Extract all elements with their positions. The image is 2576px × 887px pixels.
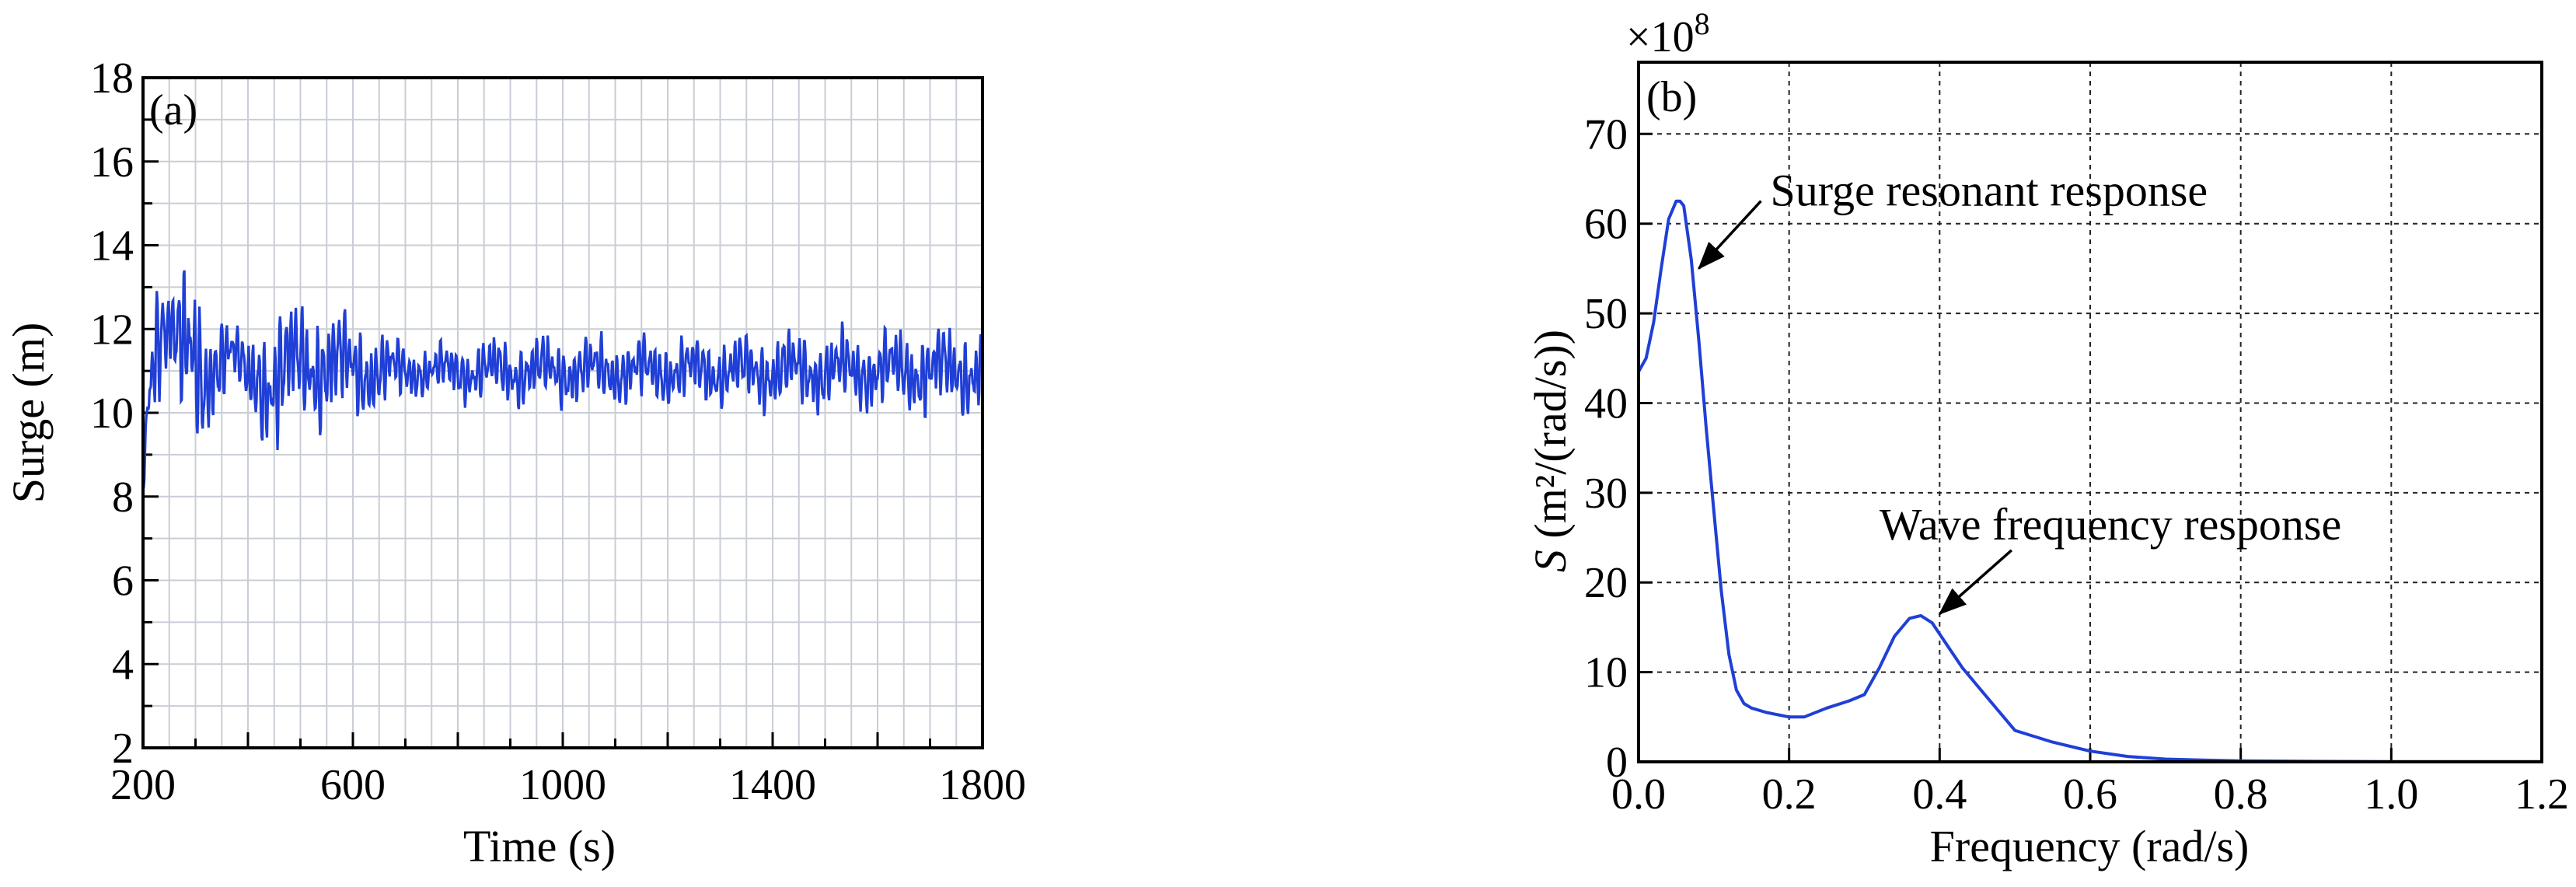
panel-a-tag: (a): [149, 86, 197, 134]
panel-a-x-axis-title: Time (s): [463, 821, 616, 871]
arrow-surge-resonant: [1698, 200, 1762, 270]
spectrum-series-line: [1637, 199, 2542, 763]
panel-b-x-axis-title: Frequency (rad/s): [1930, 821, 2250, 871]
panel-a-series: [141, 270, 984, 490]
annotation-surge-resonant: Surge resonant response: [1770, 166, 2208, 216]
y-tick-label: 2: [112, 725, 134, 773]
x-tick-label: 0.4: [1912, 770, 1967, 819]
y-tick-label: 18: [90, 54, 134, 103]
y-tick-label: 12: [90, 306, 134, 354]
panel-b-grid: [1639, 62, 2542, 762]
y-tick-label: 16: [90, 138, 134, 187]
panel-a-grid: [143, 78, 983, 748]
y-multiplier-base: ×10: [1626, 13, 1695, 61]
y-tick-label: 14: [90, 222, 134, 271]
y-multiplier-exponent: 8: [1695, 6, 1710, 41]
annotation-wave-frequency: Wave frequency response: [1880, 499, 2341, 550]
x-tick-label: 1000: [519, 761, 606, 809]
x-tick-label: 1800: [939, 761, 1026, 809]
y-tick-label: 70: [1584, 110, 1628, 159]
x-tick-label: 0.8: [2214, 770, 2268, 819]
panel-b-y-multiplier: ×108: [1626, 6, 1710, 61]
x-tick-label: 200: [110, 761, 176, 809]
x-tick-label: 0.2: [1762, 770, 1817, 819]
y-tick-label: 6: [112, 557, 134, 606]
panel-b-frame: [1637, 61, 2543, 763]
x-tick-label: 1400: [729, 761, 816, 809]
surge-series-line: [141, 270, 984, 490]
panel-b-ticks: 0.0 0.2 0.4 0.6 0.8 1.0 1.2 0 10 20 30 40 50 60 70: [1584, 110, 2569, 819]
panel-a-frame: [141, 76, 984, 749]
y-tick-label: 0: [1606, 739, 1628, 787]
x-tick-label: 0.0: [1611, 770, 1666, 819]
x-tick-label: 1.2: [2515, 770, 2569, 819]
panel-b-y-axis-title: S (m²/(rad/s)): [1525, 330, 1576, 572]
x-tick-label: 0.6: [2063, 770, 2117, 819]
y-tick-label: 30: [1584, 470, 1628, 518]
x-tick-label: 1.0: [2364, 770, 2418, 819]
y-tick-label: 10: [90, 389, 134, 438]
panel-b-tag: (b): [1646, 73, 1697, 121]
y-tick-label: 40: [1584, 379, 1628, 428]
y-axis-title-unit: (m²/(rad/s)): [1525, 330, 1576, 550]
panel-a: 200 600 1000 1400 1800 2 4 6 8 10 12 14 16 18 (a) Tim…: [3, 54, 1026, 871]
y-axis-title-symbol: S: [1525, 550, 1576, 572]
y-tick-label: 8: [112, 473, 134, 522]
y-tick-label: 20: [1584, 559, 1628, 607]
panel-b-series: [1637, 199, 2542, 763]
x-tick-label: 600: [320, 761, 386, 809]
y-tick-label: 4: [112, 641, 134, 689]
panel-b-annotations: Surge resonant response Wave frequency re…: [1698, 166, 2341, 615]
y-tick-label: 10: [1584, 649, 1628, 697]
y-tick-label: 60: [1584, 201, 1628, 249]
y-tick-label: 50: [1584, 290, 1628, 338]
panel-b: 0.0 0.2 0.4 0.6 0.8 1.0 1.2 0 10 20 30 40 50 60 70 (b)…: [1525, 6, 2569, 871]
arrow-wave-frequency: [1938, 549, 2013, 615]
panel-a-y-axis-title: Surge (m): [3, 323, 54, 504]
panel-a-ticks: 200 600 1000 1400 1800 2 4 6 8 10 12 14 16 18: [90, 54, 1026, 809]
